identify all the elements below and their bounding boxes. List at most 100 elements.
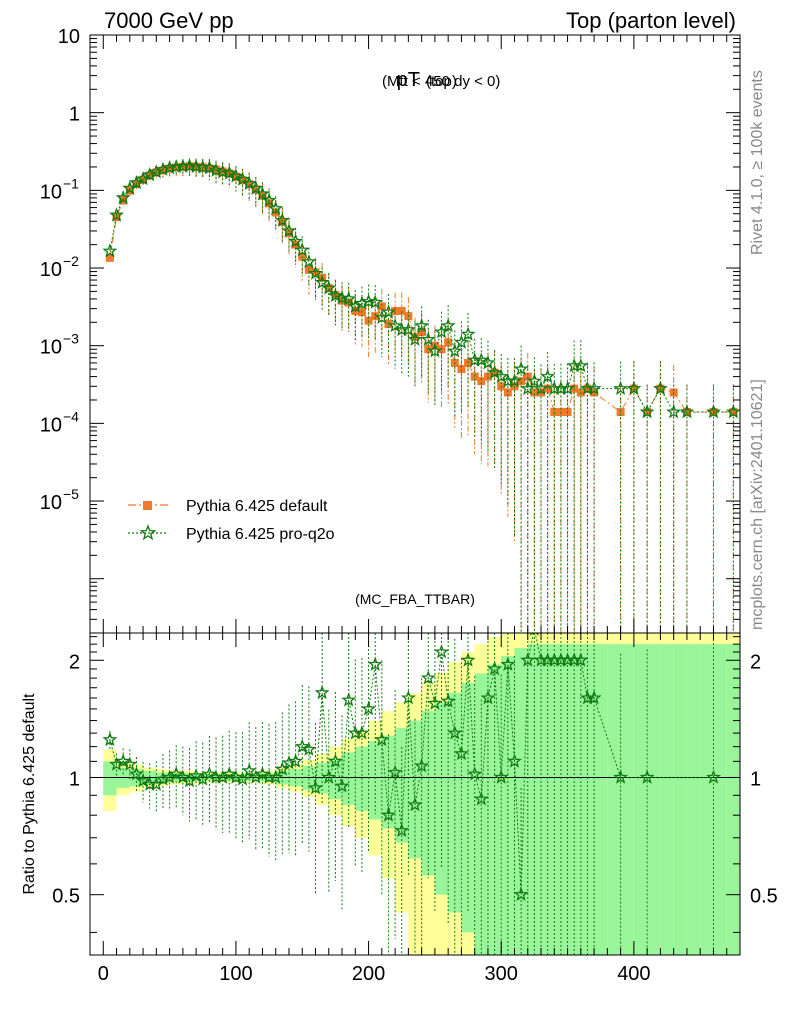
ratio-point [420,670,436,685]
band-green [726,644,740,955]
data-point [281,223,297,238]
ratio-point [460,652,476,667]
band-green [567,644,581,955]
data-point [669,388,678,397]
data-point [487,364,503,380]
data-point [288,233,304,248]
ratio-point [228,769,244,784]
ratio-point [706,769,721,784]
data-point [208,162,224,177]
ratio-point [341,692,357,707]
data-point [361,293,377,308]
data-point [513,361,529,376]
ratio-point [128,766,144,781]
data-point [679,404,695,419]
ratio-point [427,695,443,710]
ratio-point [148,776,164,791]
data-point [473,352,489,367]
data-point [457,365,466,374]
y-tick-exponent: −5 [63,486,79,502]
ratio-point [175,769,191,784]
ratio-point [394,822,410,837]
ratio-point [467,766,483,781]
ratio-point [440,693,456,708]
x-tick-label: 200 [352,963,385,985]
data-point [102,243,118,258]
ratio-point [102,731,118,747]
data-point [341,291,357,306]
ratio-point [493,769,509,784]
ratio-point [434,644,449,659]
y-tick-label: 10 [58,26,80,48]
ratio-point [387,764,403,779]
data-point [334,290,350,305]
rivet-label: Rivet 4.1.0, ≥ 100k events [749,70,766,255]
y-tick-label: 1 [69,104,80,126]
data-point [248,180,264,195]
ratio-y-tick-label-right: 0.5 [750,886,778,908]
data-point [162,159,178,175]
ratio-point [507,753,522,768]
header-right: Top (parton level) [566,8,736,33]
ratio-point [361,701,377,716]
data-point [344,298,353,307]
data-point [503,388,512,397]
band-green [474,673,488,955]
band-green [620,644,634,955]
main-marks [102,158,741,633]
ratio-point [268,769,284,784]
data-point [629,384,638,393]
ratio-point [254,766,271,781]
mcplots-label: mcplots.cern.ch [arXiv:2401.10621] [749,379,766,630]
data-point [460,326,476,341]
band-green [700,644,714,955]
band-green [554,644,568,955]
ratio-panel: 0.5 0.5 1 1 2 2 0 100 200 300 400 Ratio to Pythia … [21,632,778,985]
data-point [427,343,443,358]
ratio-point [381,807,396,822]
data-point [278,218,287,227]
legend-marker-default [143,501,152,510]
ratio-point [301,741,317,756]
data-point [109,207,124,222]
data-point [165,164,174,173]
data-point [274,212,290,227]
ratio-point [480,690,496,705]
data-point [643,408,652,417]
ratio-point [573,652,589,667]
data-point [414,318,430,333]
ratio-ticks: 0.5 0.5 1 1 2 2 0 100 200 300 400 [52,633,778,985]
data-point [301,254,317,269]
ratio-point [201,766,217,781]
ratio-y-tick-label: 2 [69,651,80,673]
ratio-line [109,633,714,895]
data-point [440,318,456,333]
data-point [387,318,403,333]
ratio-point [235,771,251,786]
y-tick-label: 10 [40,259,62,281]
data-point [327,287,343,303]
ratio-point [487,661,503,676]
ratio-y-tick-label: 1 [69,768,80,790]
ratio-point [367,656,383,671]
band-green [607,644,621,955]
legend-label-proq2o: Pythia 6.425 pro-q2o [186,526,335,543]
band-green [686,644,701,955]
data-point [470,372,479,381]
data-point [533,380,549,395]
ratio-point [414,758,430,773]
band-green [103,761,117,796]
y-tick-label: 10 [40,337,62,359]
data-point [586,380,602,395]
legend: Pythia 6.425 default Pythia 6.425 pro-q2… [128,498,335,543]
ratio-point [288,753,304,768]
ratio-point [294,738,310,753]
band-green [660,644,674,955]
data-point [407,331,423,346]
ratio-point [447,725,463,740]
data-point [155,161,171,176]
ratio-point [308,780,323,795]
data-point [221,165,237,180]
data-point [228,168,244,183]
